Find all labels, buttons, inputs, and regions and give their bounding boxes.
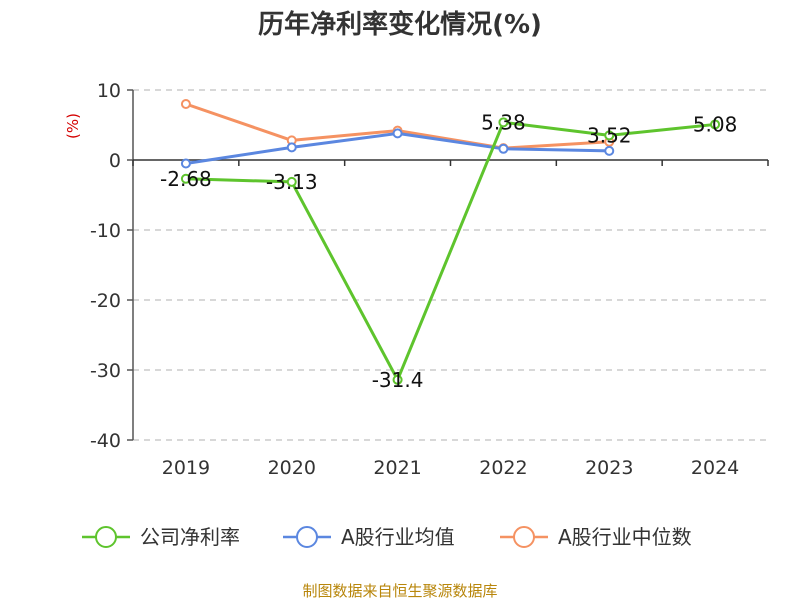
- y-tick-label: -10: [90, 220, 121, 242]
- gridlines: [133, 89, 768, 441]
- data-point[interactable]: [710, 119, 721, 130]
- legend-marker-icon: [95, 526, 117, 548]
- legend-item[interactable]: 公司净利率: [82, 525, 240, 549]
- source-note: 制图数据来自恒生聚源数据库: [302, 582, 497, 600]
- legend-label: A股行业中位数: [558, 525, 692, 549]
- y-tick-label: 0: [109, 150, 121, 172]
- data-point[interactable]: [180, 173, 191, 184]
- data-point[interactable]: [604, 145, 615, 156]
- data-point[interactable]: [180, 99, 191, 109]
- data-point[interactable]: [286, 142, 297, 153]
- series-line: [185, 120, 716, 382]
- data-label: 5.08: [693, 112, 738, 136]
- series-lines: [180, 99, 721, 385]
- x-tick-label: 2021: [373, 457, 421, 479]
- data-label: -31.4: [372, 368, 424, 392]
- data-label: 3.52: [587, 123, 632, 147]
- data-point[interactable]: [498, 143, 509, 154]
- y-tick-label: -30: [90, 360, 121, 382]
- data-label: -3.13: [266, 170, 318, 194]
- data-point[interactable]: [498, 117, 509, 128]
- legend-marker-icon: [296, 526, 318, 548]
- chart-title: 历年净利率变化情况(%): [258, 9, 542, 40]
- legend-item[interactable]: A股行业中位数: [500, 525, 692, 549]
- y-tick-label: -20: [90, 290, 121, 312]
- data-point[interactable]: [180, 158, 191, 169]
- axes: 10 0 -10 -20 -30 -40 2019 2020 2021 2022 2023 2024: [90, 80, 769, 479]
- legend-marker-icon: [513, 526, 535, 548]
- data-point[interactable]: [392, 128, 403, 139]
- data-label: -2.68: [160, 167, 212, 191]
- data-point[interactable]: [392, 374, 403, 385]
- x-tick-label: 2020: [268, 457, 316, 479]
- data-label: 5.38: [481, 110, 526, 134]
- data-point[interactable]: [286, 176, 297, 187]
- legend-item[interactable]: A股行业均值: [283, 525, 455, 549]
- data-labels: -2.68 -3.13 -31.4 5.38 3.52 5.08: [160, 110, 737, 391]
- x-tick-label: 2022: [479, 457, 527, 479]
- y-axis-unit-label: (%): [64, 113, 82, 139]
- x-tick-label: 2024: [691, 457, 739, 479]
- y-tick-label: -40: [90, 430, 121, 452]
- legend-label: A股行业均值: [341, 525, 455, 549]
- data-point[interactable]: [604, 130, 615, 141]
- legend-label: 公司净利率: [140, 525, 240, 549]
- x-tick-label: 2023: [585, 457, 633, 479]
- y-tick-label: 10: [97, 80, 121, 102]
- x-tick-label: 2019: [162, 457, 210, 479]
- legend[interactable]: 公司净利率 A股行业均值 A股行业中位数: [82, 525, 692, 549]
